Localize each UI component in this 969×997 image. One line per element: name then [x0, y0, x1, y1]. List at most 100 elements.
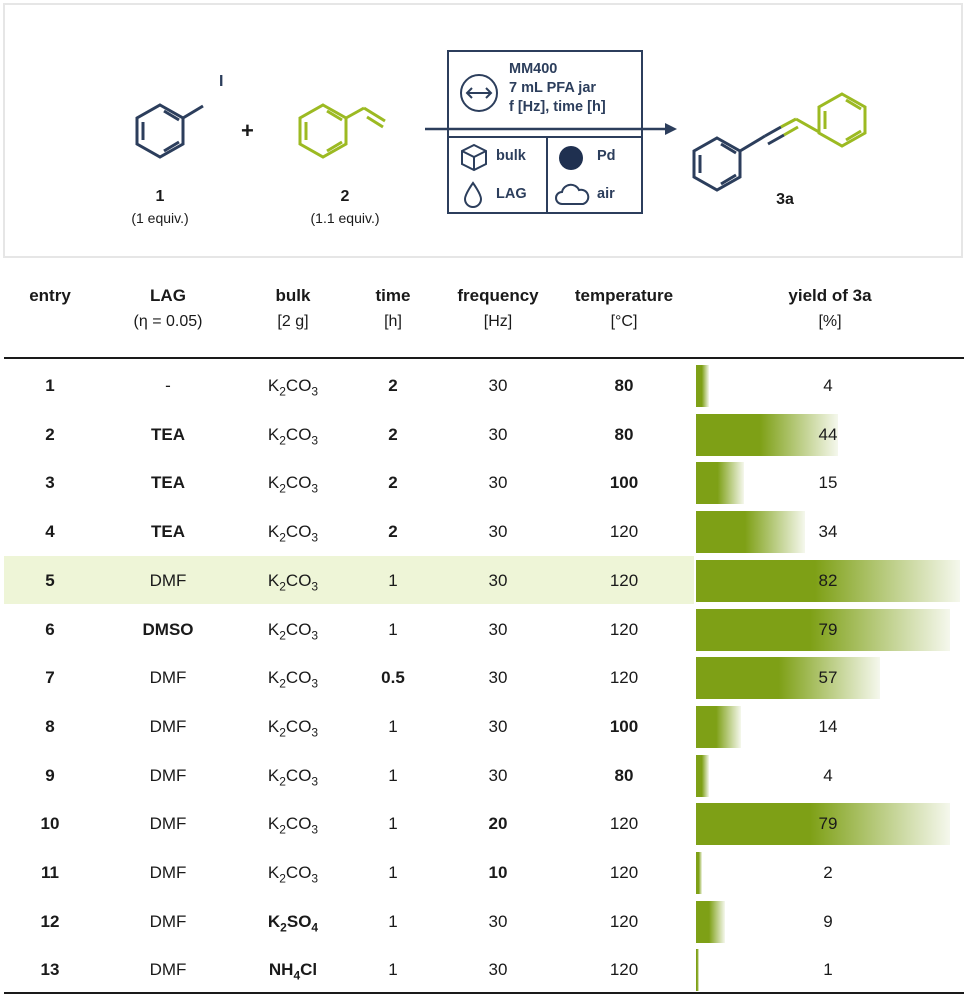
reaction-scheme: I + 1 (1 equiv.) 2 (1.1 equiv.) 3a MM400… — [3, 3, 963, 258]
cell-bulk: NH4Cl — [268, 960, 318, 983]
cell-bulk: K2CO3 — [267, 376, 319, 399]
cell-entry: 4 — [45, 522, 55, 542]
header-lag: LAG (η = 0.05) — [133, 286, 203, 330]
yield-bar — [696, 900, 725, 943]
yield-bar — [696, 608, 951, 651]
cell-bulk: K2CO3 — [267, 814, 319, 837]
cell-entry: 13 — [40, 960, 60, 980]
shaking-icon — [460, 74, 498, 112]
cell-entry: 12 — [40, 911, 60, 931]
cell-temp: 120 — [609, 668, 639, 688]
frequency-time-note: f [Hz], time [h] — [509, 99, 606, 115]
yield-bar — [696, 462, 745, 505]
cell-bulk: K2CO3 — [267, 863, 319, 886]
cell-entry: 6 — [45, 619, 55, 639]
table-row: 5 DMF K2CO3 1 30 120 82 — [0, 557, 969, 605]
cell-lag: DMF — [149, 863, 187, 882]
cell-yield: 4 — [823, 376, 833, 395]
yield-bar — [696, 705, 742, 748]
cell-lag: - — [165, 376, 171, 395]
cell-entry: 3 — [45, 473, 55, 493]
cell-freq: 30 — [488, 424, 508, 444]
cell-lag: DMF — [149, 716, 187, 736]
table-bottom-rule — [4, 992, 964, 994]
cell-bulk: K2CO3 — [267, 668, 319, 691]
cell-bulk: K2CO3 — [267, 570, 319, 594]
compound-3a-number: 3a — [776, 191, 794, 208]
cell-freq: 30 — [488, 376, 508, 395]
yield-bar — [696, 559, 960, 602]
cell-temp: 80 — [614, 424, 634, 444]
cell-time: 1 — [388, 960, 398, 980]
cell-temp: 120 — [609, 960, 639, 980]
cell-yield: 79 — [818, 619, 838, 639]
cell-yield: 44 — [818, 424, 838, 444]
yield-bar — [696, 657, 880, 700]
cell-temp: 80 — [614, 765, 634, 785]
cell-temp: 120 — [609, 522, 639, 542]
table-row: 11 DMF K2CO3 1 10 120 2 — [0, 849, 969, 897]
cell-yield: 4 — [823, 765, 833, 785]
cell-temp: 100 — [609, 473, 639, 493]
cell-time: 2 — [388, 376, 398, 395]
yield-bar — [696, 803, 951, 846]
cell-lag: DMF — [149, 668, 187, 688]
cell-lag: DMF — [149, 911, 187, 931]
table-row: 4 TEA K2CO3 2 30 120 34 — [0, 508, 969, 556]
bulk-label: bulk — [496, 148, 526, 164]
cell-yield: 79 — [818, 814, 838, 834]
cell-temp: 80 — [614, 376, 634, 395]
cell-freq: 30 — [488, 522, 508, 542]
cell-time: 2 — [388, 522, 398, 542]
cell-lag: TEA — [151, 473, 185, 493]
cube-icon — [461, 143, 487, 172]
cell-yield: 1 — [823, 960, 833, 980]
compound-1-equiv: (1 equiv.) — [131, 210, 189, 226]
reaction-arrow — [425, 123, 677, 135]
styrene-structure — [298, 103, 386, 159]
cell-temp: 120 — [609, 619, 639, 639]
cell-freq: 30 — [488, 473, 508, 493]
cell-temp: 120 — [609, 911, 639, 931]
table-row: 7 DMF K2CO3 0.5 30 120 57 — [0, 654, 969, 702]
cell-freq: 30 — [488, 765, 508, 785]
conditions-header: MM400 7 mL PFA jar f [Hz], time [h] — [449, 52, 641, 138]
cell-freq: 30 — [488, 716, 508, 736]
cell-yield: 82 — [818, 570, 838, 590]
iodobenzene-structure — [135, 103, 204, 159]
yield-bar — [696, 852, 703, 894]
cell-entry: 5 — [45, 570, 55, 590]
table-row: 12 DMF K2SO4 1 30 120 9 — [0, 898, 969, 946]
conditions-divider — [546, 136, 548, 212]
cell-lag: DMF — [149, 570, 187, 590]
iodine-label: I — [219, 73, 224, 90]
table-row: 3 TEA K2CO3 2 30 100 15 — [0, 459, 969, 507]
header-frequency: frequency [Hz] — [457, 286, 539, 330]
mill-model: MM400 — [509, 61, 558, 77]
cell-lag: DMF — [149, 814, 187, 834]
table-row: 8 DMF K2CO3 1 30 100 14 — [0, 703, 969, 751]
table-row: 2 TEA K2CO3 2 30 80 44 — [0, 411, 969, 459]
table-row: 1 - K2CO3 2 30 80 4 — [0, 362, 969, 410]
yield-bar — [696, 365, 709, 407]
cell-freq: 30 — [488, 960, 508, 980]
yield-bar — [696, 949, 700, 992]
header-entry: entry — [29, 286, 71, 305]
table-row: 10 DMF K2CO3 1 20 120 79 — [0, 800, 969, 848]
air-label: air — [597, 186, 615, 202]
cell-time: 1 — [388, 570, 398, 590]
cell-temp: 120 — [609, 570, 639, 590]
lag-label: LAG — [496, 186, 527, 202]
cell-entry: 2 — [45, 424, 55, 444]
header-bulk: bulk [2 g] — [275, 286, 311, 330]
cell-time: 2 — [388, 424, 398, 444]
cell-freq: 10 — [488, 863, 508, 882]
cell-bulk: K2CO3 — [267, 473, 319, 496]
cell-lag: TEA — [151, 522, 185, 542]
scheme-drawing — [135, 92, 867, 192]
cell-freq: 30 — [488, 619, 508, 639]
yield-bar — [696, 413, 838, 456]
cell-entry: 9 — [45, 765, 55, 785]
palladium-ball-icon — [559, 146, 583, 170]
cell-time: 1 — [388, 863, 398, 882]
